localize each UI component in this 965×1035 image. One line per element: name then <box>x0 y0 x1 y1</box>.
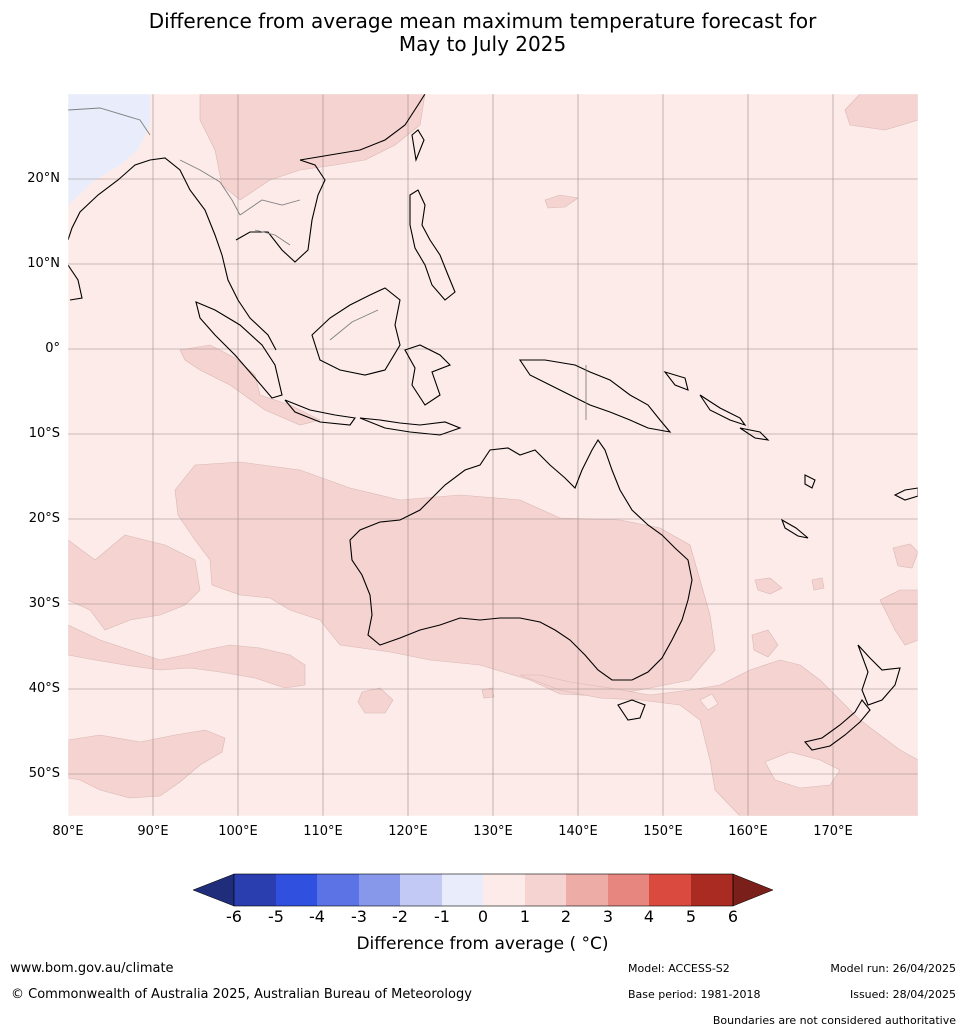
lon-label: 100°E <box>218 824 258 839</box>
lon-label: 110°E <box>303 824 343 839</box>
colorbar-bin <box>525 874 566 906</box>
colorbar <box>192 873 774 907</box>
lat-label: 30°S <box>28 596 60 611</box>
colorbar-bin <box>691 874 733 906</box>
lon-label: 140°E <box>558 824 598 839</box>
colorbar-tick: 5 <box>685 907 697 926</box>
lat-label: 20°S <box>28 511 60 526</box>
anomaly-islands-zero-to-one <box>699 693 841 789</box>
colorbar-bin <box>442 874 483 906</box>
model-text: Model: ACCESS-S2 <box>628 962 730 975</box>
coastlines <box>68 94 918 751</box>
colorbar-bin <box>566 874 608 906</box>
lat-label: 20°N <box>27 171 60 186</box>
colorbar-tick: -5 <box>268 907 284 926</box>
colorbar-tick: 0 <box>477 907 489 926</box>
colorbar-bin <box>400 874 442 906</box>
colorbar-tick: 4 <box>643 907 655 926</box>
copyright-text: © Commonwealth of Australia 2025, Austra… <box>11 987 472 1002</box>
anomaly-patch-negative <box>68 94 150 205</box>
map-title-line2: May to July 2025 <box>398 32 567 56</box>
colorbar-arrow-low <box>192 873 235 907</box>
lat-label: 10°S <box>28 426 60 441</box>
colorbar-bin <box>483 874 525 906</box>
map-frame <box>67 93 919 817</box>
colorbar-arrow-high <box>732 873 774 907</box>
colorbar-tick: -4 <box>309 907 325 926</box>
colorbar-bin <box>317 874 359 906</box>
colorbar-outline <box>233 873 734 907</box>
colorbar-tick: 6 <box>727 907 739 926</box>
lon-label: 130°E <box>473 824 513 839</box>
website-link[interactable]: www.bom.gov.au/climate <box>10 961 174 976</box>
disclaimer-text: Boundaries are not considered authoritat… <box>712 1014 956 1027</box>
map-plot-area <box>68 94 918 816</box>
lon-label: 80°E <box>52 824 84 839</box>
colorbar-bin <box>608 874 649 906</box>
colorbar-tick: -6 <box>226 907 242 926</box>
graticule <box>68 94 918 816</box>
lat-label: 50°S <box>28 766 60 781</box>
colorbar-tick: 2 <box>560 907 572 926</box>
model-run-text: Model run: 26/04/2025 <box>830 962 956 975</box>
colorbar-bin <box>276 874 317 906</box>
country-borders <box>68 107 587 420</box>
colorbar-tick: -3 <box>351 907 367 926</box>
colorbar-bin <box>359 874 400 906</box>
colorbar-bin <box>649 874 691 906</box>
lon-label: 170°E <box>813 824 853 839</box>
lon-label: 160°E <box>728 824 768 839</box>
map-title: Difference from average mean maximum tem… <box>0 10 965 56</box>
lon-label: 120°E <box>388 824 428 839</box>
lat-label: 10°N <box>27 256 60 271</box>
colorbar-tick: -2 <box>392 907 408 926</box>
lon-label: 90°E <box>137 824 169 839</box>
colorbar-tick: 3 <box>602 907 614 926</box>
base-period-text: Base period: 1981-2018 <box>628 988 761 1001</box>
lon-label: 150°E <box>643 824 683 839</box>
colorbar-bin <box>234 874 276 906</box>
lat-label: 0° <box>45 341 60 356</box>
colorbar-label: Difference from average ( °C) <box>356 934 609 954</box>
map-title-line1: Difference from average mean maximum tem… <box>148 9 817 33</box>
colorbar-tick: 1 <box>519 907 531 926</box>
lat-label: 40°S <box>28 681 60 696</box>
issued-text: Issued: 28/04/2025 <box>849 988 956 1001</box>
colorbar-tick: -1 <box>434 907 450 926</box>
